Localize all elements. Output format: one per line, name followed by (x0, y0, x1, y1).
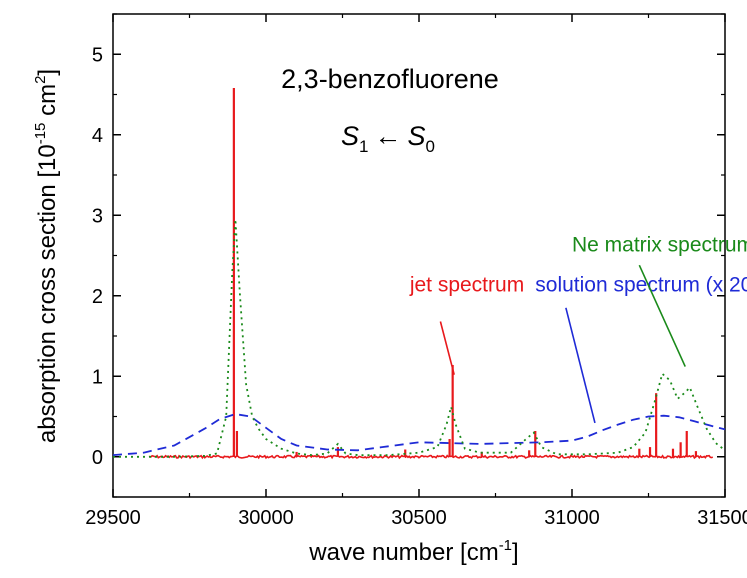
y-axis: 0 1 2 3 4 5 (92, 13, 725, 498)
annotation-pointer (439, 321, 455, 375)
y-axis-label-mid: cm (34, 84, 61, 123)
annotation-pointer (638, 264, 686, 367)
chart-title: 2,3-benzofluorene (281, 64, 499, 94)
y-tick-label: 2 (92, 286, 103, 308)
transition-state-b: S (408, 121, 426, 151)
annotation-label: Ne matrix spectrum (x 20) (572, 233, 747, 256)
series-solution-line (112, 413, 726, 456)
x-tick-label: 29500 (85, 507, 141, 529)
series-layer (112, 88, 726, 460)
y-axis-label-main: absorption cross section [10 (34, 144, 61, 443)
y-tick-label: 0 (92, 447, 103, 469)
x-axis-label-sup: -1 (499, 537, 512, 554)
x-axis-label: wave number [cm-1] (308, 537, 518, 566)
y-tick-label: 5 (92, 44, 103, 66)
transition-state-a: S (341, 121, 359, 151)
x-tick-label: 30500 (391, 507, 447, 529)
x-tick-label: 31000 (544, 507, 600, 529)
annotation-pointer (565, 307, 596, 424)
y-axis-label-sup2: 2 (32, 76, 49, 84)
x-axis-label-end: ] (512, 539, 519, 566)
transition-label: S1 ← S0 (341, 121, 435, 156)
x-tick-label: 30000 (238, 507, 294, 529)
transition-state-b-sub: 0 (426, 137, 435, 156)
transition-arrow: ← (375, 121, 402, 151)
y-tick-label: 1 (92, 366, 103, 388)
annotations: jet spectrum solution spectrum (x 20) Ne m… (409, 233, 747, 424)
y-axis-label-end: ] (34, 69, 61, 76)
series-jet-baseline (148, 454, 714, 460)
annotation-label: solution spectrum (x 20) (535, 274, 747, 297)
y-axis-label: absorption cross section [10-15 cm2] (32, 69, 61, 443)
annotation-label: jet spectrum (409, 274, 524, 297)
y-axis-label-sup: -15 (32, 123, 49, 145)
transition-state-a-sub: 1 (359, 137, 368, 156)
y-tick-label: 4 (92, 125, 103, 147)
x-axis-label-main: wave number [cm (308, 539, 498, 566)
y-tick-label: 3 (92, 205, 103, 227)
